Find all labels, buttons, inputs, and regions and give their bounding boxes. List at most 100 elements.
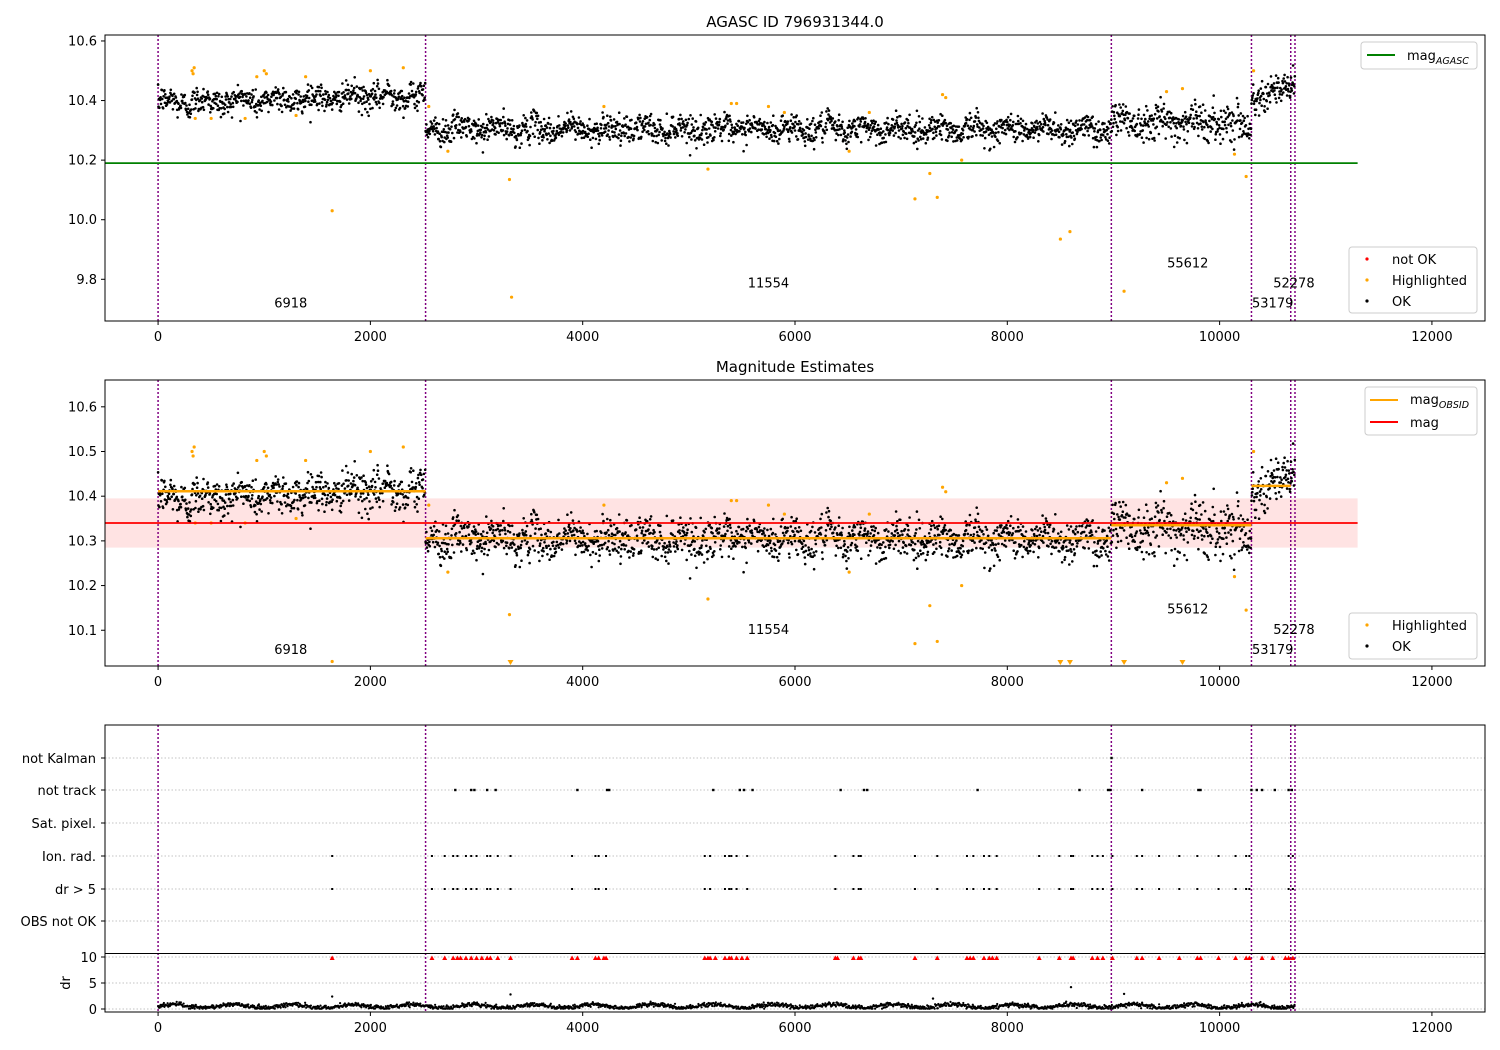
ok-point <box>529 125 532 129</box>
ok-point <box>194 506 197 510</box>
ok-point <box>986 125 990 129</box>
ok-point <box>364 481 368 484</box>
ok-point <box>1019 117 1023 121</box>
ok-point <box>657 546 660 550</box>
ok-point <box>282 86 285 90</box>
ok-point <box>783 534 786 537</box>
ok-point <box>981 134 984 137</box>
ok-point <box>462 526 466 530</box>
ok-point <box>627 135 630 139</box>
ok-point <box>756 135 760 139</box>
ok-point <box>1175 122 1178 125</box>
ok-point <box>468 117 471 121</box>
ok-point <box>1283 73 1286 77</box>
ok-point <box>691 117 694 120</box>
highlighted-point <box>1122 289 1126 293</box>
ok-point <box>485 515 488 518</box>
ok-point <box>675 540 678 543</box>
ok-point <box>709 547 712 550</box>
ok-point <box>722 128 725 132</box>
ok-point <box>885 528 888 531</box>
ok-point <box>781 114 784 117</box>
ok-point <box>933 550 936 554</box>
highlighted-point <box>782 110 786 115</box>
ok-point <box>1184 115 1188 118</box>
ok-point <box>903 528 907 531</box>
ok-point <box>1197 134 1200 138</box>
ok-point <box>657 133 660 137</box>
ok-point <box>431 129 435 133</box>
ok-point <box>905 137 909 141</box>
ok-point <box>1000 131 1004 134</box>
ok-point <box>451 516 455 519</box>
ok-point <box>1230 140 1233 144</box>
ok-point <box>705 132 708 135</box>
ok-point <box>1065 524 1069 527</box>
ok-point <box>868 135 872 139</box>
ok-point <box>874 562 878 565</box>
ok-point <box>471 549 475 553</box>
ok-point <box>772 517 775 521</box>
ok-point <box>534 527 537 530</box>
ok-point <box>535 111 539 115</box>
ok-point <box>1185 122 1188 126</box>
ok-point <box>1059 128 1063 131</box>
ok-point <box>969 116 973 120</box>
ok-point <box>352 86 356 90</box>
ok-point <box>655 134 658 138</box>
ok-point <box>229 105 233 109</box>
ok-point <box>266 93 270 97</box>
ok-point <box>1158 115 1161 118</box>
ok-point <box>510 524 514 528</box>
ok-point <box>858 530 862 534</box>
ok-point <box>933 534 936 537</box>
ok-point <box>301 514 304 517</box>
ok-point <box>226 95 229 98</box>
ok-point <box>1065 545 1068 549</box>
ok-point <box>1257 89 1260 92</box>
ok-point <box>1153 112 1157 116</box>
ok-point <box>951 128 955 131</box>
ok-point <box>1025 133 1029 137</box>
ok-point <box>924 133 928 136</box>
ok-point <box>477 118 481 121</box>
ok-point <box>917 554 920 558</box>
ok-point <box>568 539 572 543</box>
ok-point <box>297 485 300 489</box>
ok-point <box>453 108 456 112</box>
ok-point <box>807 548 811 552</box>
ok-point <box>1068 128 1072 132</box>
ok-point <box>383 486 387 490</box>
ok-point <box>1091 519 1094 522</box>
ok-point <box>446 124 450 127</box>
ok-point <box>651 132 654 136</box>
ok-point <box>674 550 677 553</box>
magnitude-panel-title: Magnitude Estimates <box>716 358 874 376</box>
ok-point <box>607 125 611 128</box>
ok-point <box>435 126 438 130</box>
ok-point <box>381 499 385 503</box>
ok-point <box>638 120 642 123</box>
ok-point <box>1056 128 1060 131</box>
ok-point <box>306 481 309 485</box>
ok-point <box>1038 120 1042 124</box>
ok-point <box>212 107 215 110</box>
ok-point <box>617 551 620 554</box>
ok-point <box>1016 518 1020 521</box>
ok-point <box>290 107 294 110</box>
ok-point <box>618 539 622 543</box>
ok-point <box>879 546 882 550</box>
ok-point <box>605 123 608 127</box>
ok-point <box>786 526 790 530</box>
ok-point <box>997 542 1000 545</box>
ok-point <box>250 497 254 500</box>
ok-point <box>678 124 682 127</box>
ok-point <box>992 123 995 127</box>
ok-point <box>1126 116 1130 120</box>
ok-point <box>972 124 976 128</box>
ok-point <box>450 121 454 124</box>
ok-point <box>764 127 767 131</box>
ok-point <box>775 555 779 559</box>
ok-point <box>275 483 278 486</box>
ok-point <box>600 547 604 550</box>
